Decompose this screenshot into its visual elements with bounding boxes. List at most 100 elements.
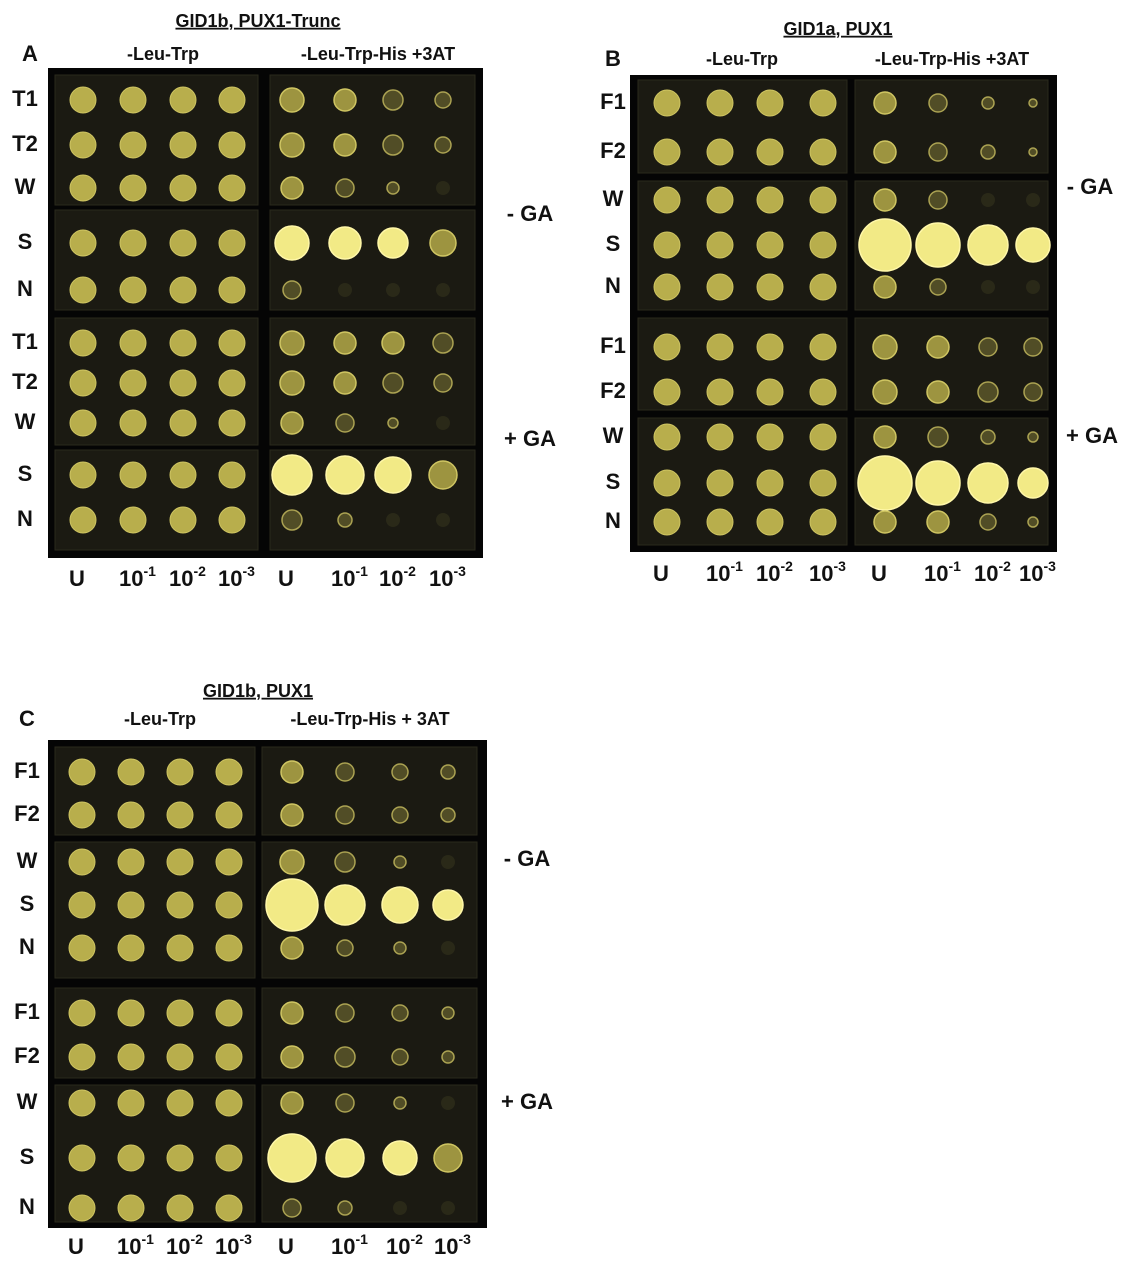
colony (394, 856, 406, 868)
colony (281, 937, 303, 959)
colony (69, 1145, 95, 1171)
colony (810, 424, 836, 450)
dilution-exponent: -2 (410, 1231, 423, 1247)
colony (170, 132, 196, 158)
dilution-label: 10-2 (379, 563, 416, 591)
medium-label: -Leu-Trp-His + 3AT (290, 709, 449, 729)
colony (120, 410, 146, 436)
row-label: F2 (14, 801, 40, 826)
colony (337, 940, 353, 956)
colony (982, 97, 994, 109)
dilution-exponent: -3 (833, 558, 846, 574)
dilution-base: 10 (215, 1234, 239, 1259)
colony (434, 1144, 462, 1172)
colony (167, 1044, 193, 1070)
faint-spot (338, 283, 352, 297)
colony (929, 94, 947, 112)
colony (70, 330, 96, 356)
colony (219, 330, 245, 356)
colony (929, 143, 947, 161)
row-label: S (20, 1144, 35, 1169)
colony (654, 90, 680, 116)
colony (1018, 468, 1048, 498)
row-label: N (17, 276, 33, 301)
faint-spot (981, 193, 995, 207)
colony (334, 134, 356, 156)
dilution-exponent: -2 (403, 563, 416, 579)
colony (654, 187, 680, 213)
row-label: N (19, 934, 35, 959)
colony (1016, 228, 1050, 262)
row-label: W (17, 848, 38, 873)
colony (1028, 517, 1038, 527)
dilution-label: 10-2 (756, 558, 793, 586)
colony (280, 371, 304, 395)
colony (707, 139, 733, 165)
colony (810, 334, 836, 360)
dilution-exponent: -1 (948, 558, 961, 574)
row-label: F1 (600, 333, 626, 358)
panel-title: GID1a, PUX1 (783, 19, 892, 39)
colony (757, 379, 783, 405)
row-label: W (15, 409, 36, 434)
colony (654, 232, 680, 258)
colony (654, 470, 680, 496)
colony (382, 332, 404, 354)
colony (69, 849, 95, 875)
dilution-exponent: -3 (242, 563, 255, 579)
dilution-base: 10 (331, 566, 355, 591)
colony (383, 1141, 417, 1175)
colony (874, 141, 896, 163)
colony (430, 230, 456, 256)
dilution-base: U (278, 566, 294, 591)
colony (707, 424, 733, 450)
colony (118, 1145, 144, 1171)
colony (336, 414, 354, 432)
dilution-exponent: -3 (453, 563, 466, 579)
colony (281, 412, 303, 434)
row-label: W (15, 174, 36, 199)
colony (757, 424, 783, 450)
colony (70, 462, 96, 488)
colony (654, 274, 680, 300)
colony (916, 461, 960, 505)
colony (388, 418, 398, 428)
colony (392, 807, 408, 823)
row-label: S (606, 231, 621, 256)
colony (336, 1004, 354, 1022)
dilution-base: 10 (166, 1234, 190, 1259)
colony (873, 335, 897, 359)
colony (874, 511, 896, 533)
row-label: W (17, 1089, 38, 1114)
dilution-base: U (278, 1234, 294, 1259)
dilution-exponent: -3 (458, 1231, 471, 1247)
colony (216, 1090, 242, 1116)
row-label: S (18, 229, 33, 254)
colony (167, 1195, 193, 1221)
dilution-base: 10 (218, 566, 242, 591)
dilution-label: U (278, 566, 294, 591)
colony (120, 277, 146, 303)
colony (707, 470, 733, 496)
colony (336, 763, 354, 781)
colony (70, 132, 96, 158)
colony (336, 806, 354, 824)
dilution-exponent: -1 (730, 558, 743, 574)
colony (810, 139, 836, 165)
dilution-base: 10 (706, 561, 730, 586)
dilution-base: 10 (117, 1234, 141, 1259)
row-label: F1 (14, 758, 40, 783)
faint-spot (441, 855, 455, 869)
colony (69, 1044, 95, 1070)
colony (757, 334, 783, 360)
colony (219, 410, 245, 436)
colony (70, 87, 96, 113)
row-label: F2 (600, 138, 626, 163)
dilution-exponent: -3 (239, 1231, 252, 1247)
colony (810, 274, 836, 300)
colony (435, 137, 451, 153)
colony (283, 281, 301, 299)
dilution-base: 10 (809, 561, 833, 586)
colony (167, 849, 193, 875)
dilution-base: 10 (974, 561, 998, 586)
